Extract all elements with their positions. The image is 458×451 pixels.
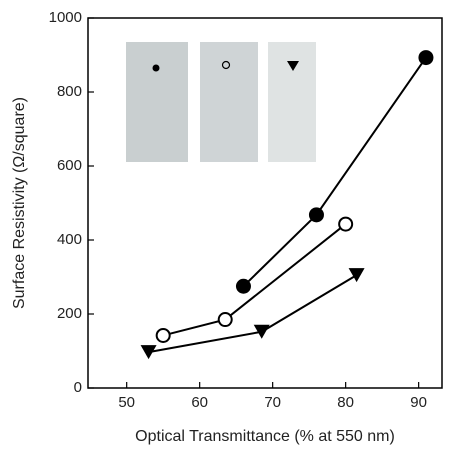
point bbox=[338, 216, 354, 232]
film-strip bbox=[126, 42, 188, 162]
film-strip bbox=[200, 42, 258, 162]
y-tick-label: 0 bbox=[74, 379, 82, 396]
strip-marker bbox=[287, 61, 299, 71]
film-strip bbox=[268, 42, 316, 162]
y-tick-label: 1000 bbox=[49, 9, 82, 26]
point bbox=[418, 50, 434, 66]
x-tick-label: 50 bbox=[118, 394, 135, 411]
point bbox=[235, 278, 251, 294]
y-axis-label: Surface Resistivity (Ω/square) bbox=[11, 97, 28, 309]
point bbox=[140, 345, 157, 360]
x-tick-label: 80 bbox=[337, 394, 354, 411]
strip-marker bbox=[152, 64, 160, 72]
y-tick-label: 400 bbox=[57, 231, 82, 248]
x-tick-label: 90 bbox=[410, 394, 427, 411]
point bbox=[253, 324, 270, 339]
series-line bbox=[162, 223, 347, 337]
point bbox=[308, 207, 324, 223]
y-tick-label: 600 bbox=[57, 157, 82, 174]
series-line bbox=[148, 274, 358, 354]
x-axis-label: Optical Transmittance (% at 550 nm) bbox=[135, 428, 395, 445]
x-tick-label: 70 bbox=[264, 394, 281, 411]
y-tick-label: 800 bbox=[57, 83, 82, 100]
y-tick-label: 200 bbox=[57, 305, 82, 322]
point bbox=[217, 312, 233, 328]
inset-photo bbox=[126, 42, 316, 162]
strip-marker bbox=[221, 60, 231, 70]
point bbox=[348, 268, 365, 283]
plot-frame bbox=[87, 17, 443, 389]
point bbox=[155, 327, 171, 343]
x-tick-label: 60 bbox=[191, 394, 208, 411]
